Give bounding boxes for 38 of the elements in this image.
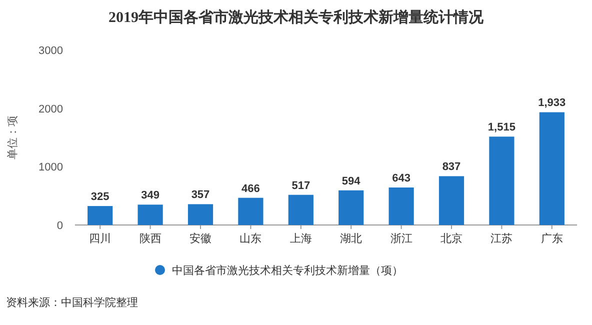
bar: [88, 206, 113, 225]
text: 517: [292, 180, 310, 192]
bar: [288, 194, 314, 225]
y-tick-label: 2000: [38, 103, 63, 116]
text: 357: [191, 189, 210, 202]
chart-title: 2019年中国各省市激光技术相关专利技术新增量统计情况: [108, 8, 484, 26]
bar: [539, 112, 564, 225]
y-tick-label: 0: [56, 220, 63, 232]
text: 466: [242, 182, 260, 195]
y-axis-title: 单位：项: [6, 116, 19, 160]
bar: [438, 176, 464, 225]
x-tick-label: 江苏: [490, 232, 513, 245]
bar: [489, 136, 514, 225]
x-tick-label: 陕西: [139, 233, 162, 245]
bar: [188, 204, 214, 225]
y-tick-label: 1000: [38, 162, 63, 174]
x-tick-label: 广东: [540, 232, 563, 245]
legend-label: 中国各省市激光技术相关专利技术新增量（项）: [172, 264, 403, 277]
bar: [338, 190, 364, 225]
text: 594: [342, 175, 360, 188]
text: 325: [90, 191, 110, 204]
bar: [238, 198, 264, 225]
text: 1,933: [538, 97, 566, 110]
bar: [138, 204, 163, 225]
text: 1,515: [488, 122, 516, 134]
x-tick-label: 浙江: [390, 232, 412, 245]
x-tick-label: 山东: [240, 232, 262, 245]
text: 349: [141, 190, 160, 202]
text: 资料来源：中国科学院整理: [6, 296, 138, 309]
x-tick-label: 湖北: [340, 232, 362, 245]
text: 643: [392, 172, 410, 184]
text: 837: [442, 161, 461, 174]
x-tick-label: 北京: [440, 232, 462, 245]
x-tick-label: 上海: [290, 232, 312, 245]
x-tick-label: 安徽: [190, 232, 212, 245]
y-tick-label: 3000: [38, 45, 63, 57]
x-tick-label: 四川: [89, 232, 112, 245]
bar: [388, 187, 414, 225]
